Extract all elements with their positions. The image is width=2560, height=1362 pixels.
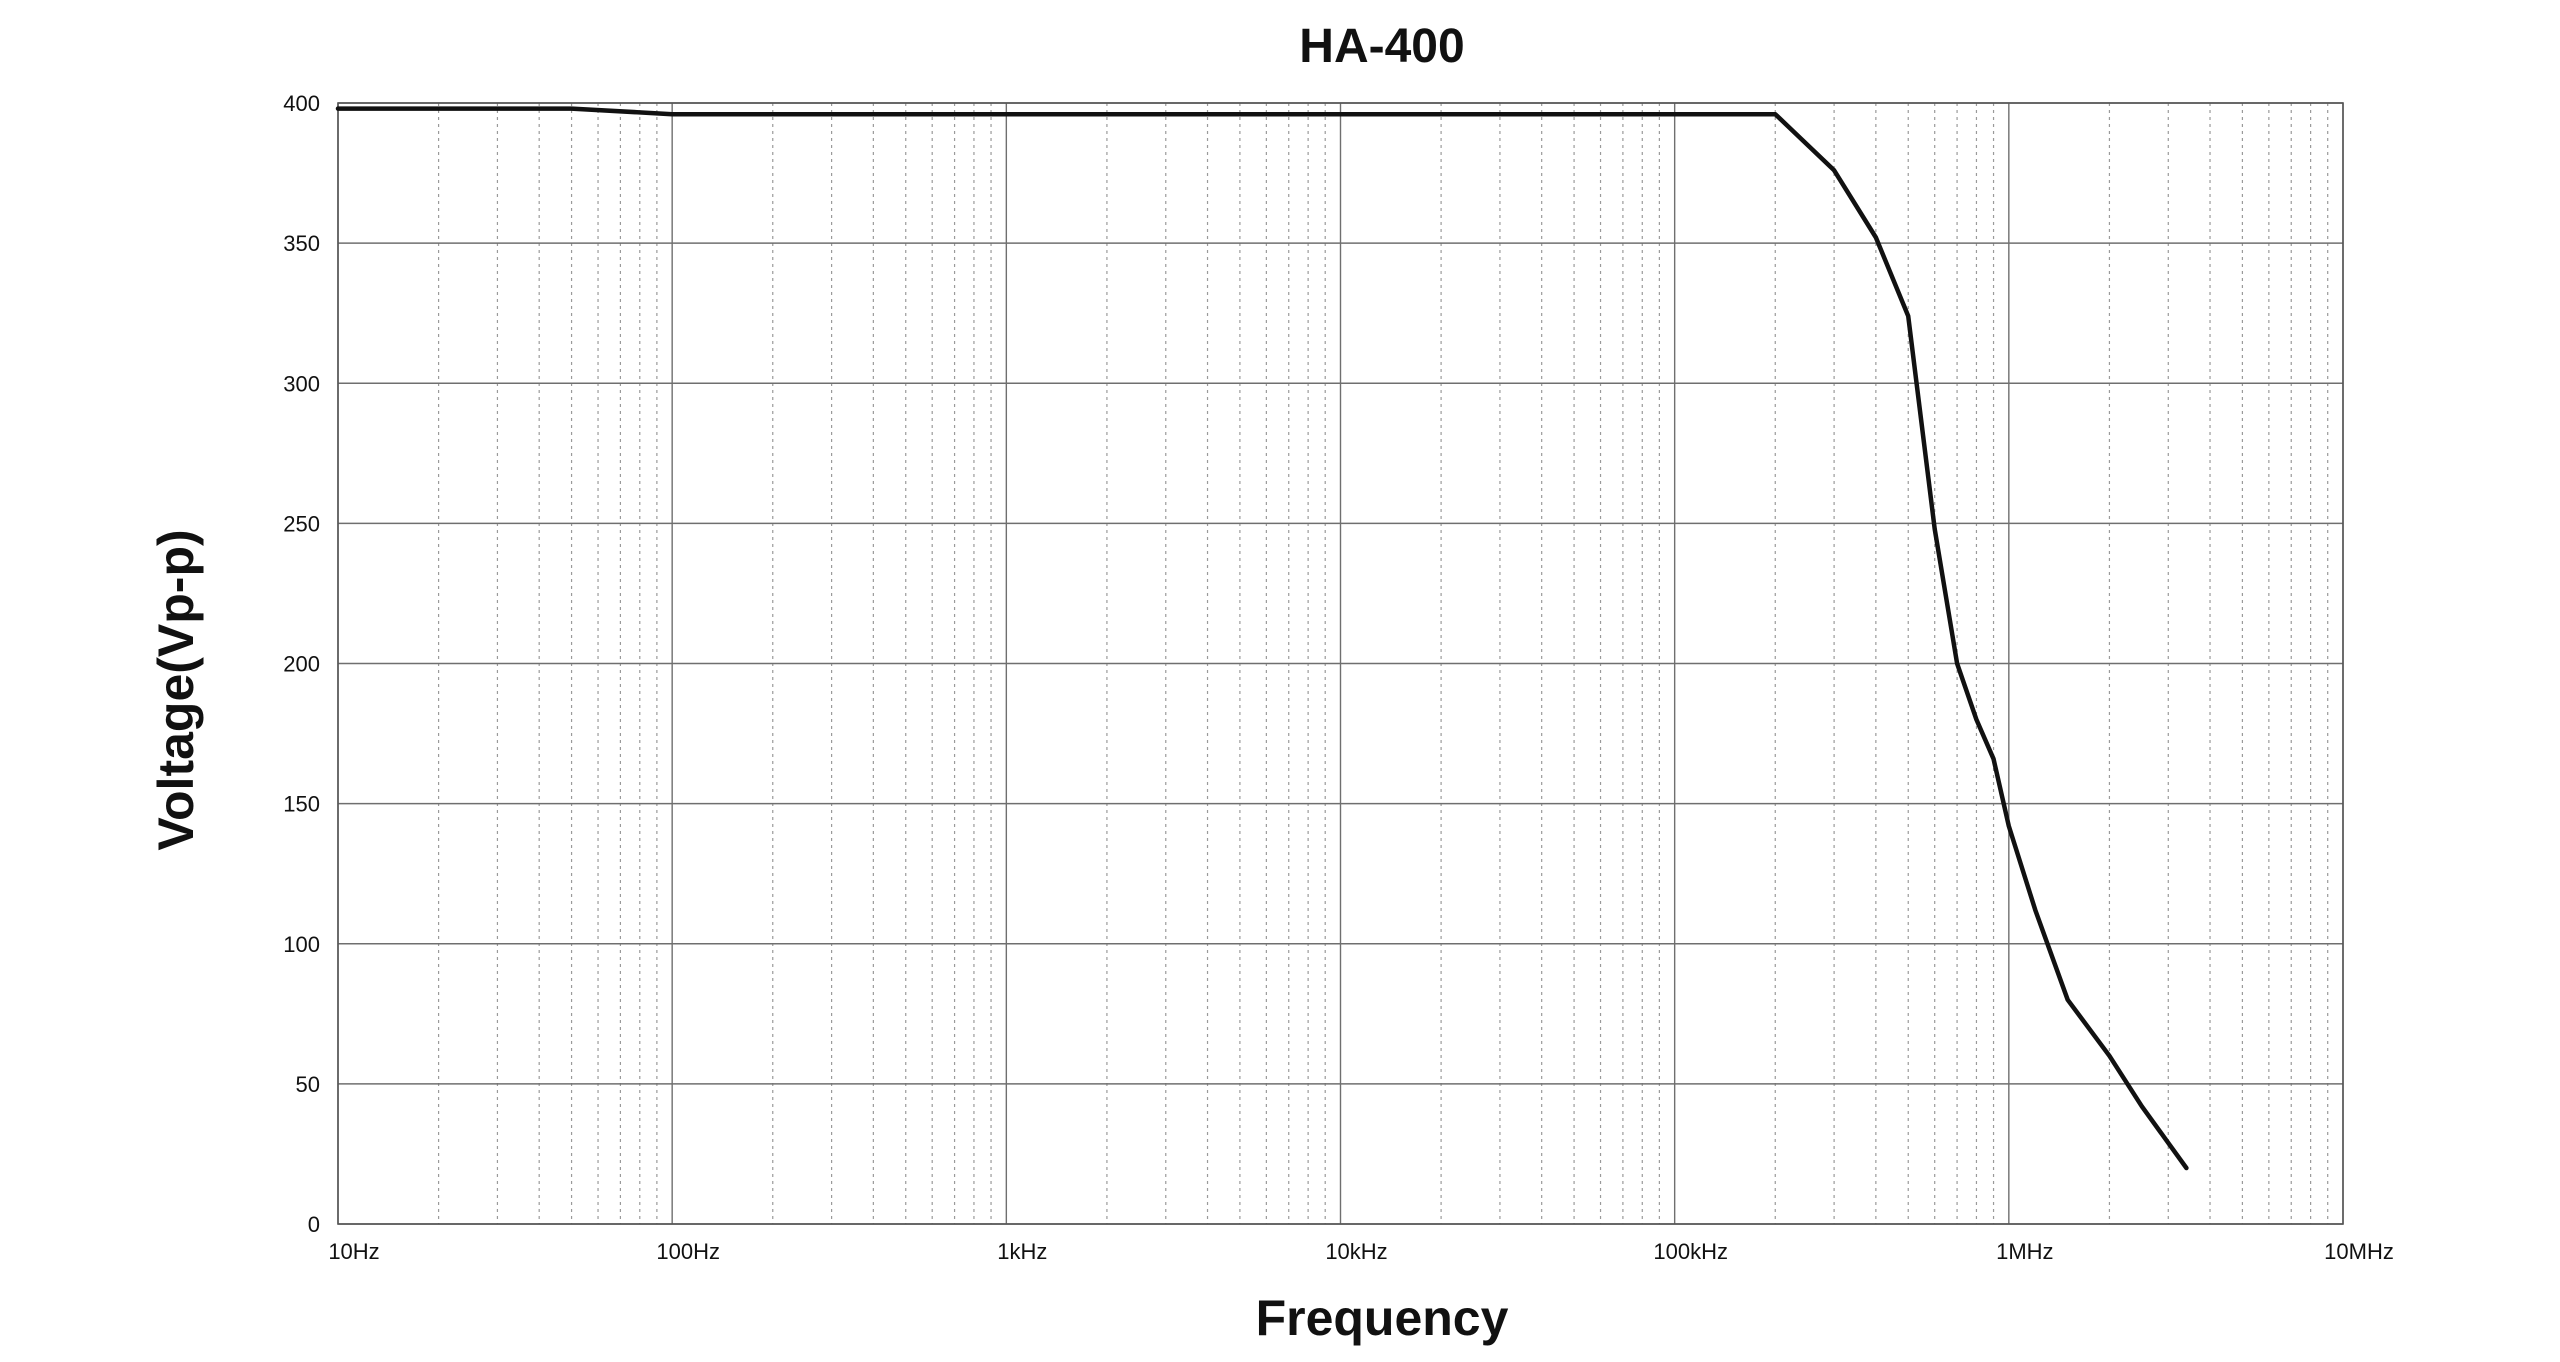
x-tick-label: 10MHz <box>2324 1239 2394 1264</box>
x-tick-label: 1MHz <box>1996 1239 2053 1264</box>
x-axis-label: Frequency <box>1256 1290 1509 1346</box>
y-tick-label: 100 <box>283 932 320 957</box>
x-tick-label: 1kHz <box>997 1239 1047 1264</box>
y-tick-label: 200 <box>283 652 320 677</box>
x-tick-label: 100kHz <box>1653 1239 1728 1264</box>
chart-title: HA-400 <box>1299 20 1464 73</box>
x-tick-label: 10kHz <box>1325 1239 1387 1264</box>
y-tick-label: 150 <box>283 792 320 817</box>
grid <box>337 102 2344 1225</box>
y-tick-label: 0 <box>308 1212 320 1237</box>
y-tick-label: 400 <box>283 91 320 116</box>
y-tick-label: 350 <box>283 231 320 256</box>
x-tick-labels: 10Hz 100Hz 1kHz 10kHz 100kHz 1MHz 10MHz <box>328 1239 2394 1264</box>
x-tick-label: 100Hz <box>656 1239 720 1264</box>
y-tick-label: 50 <box>296 1072 320 1097</box>
series-line <box>335 106 2189 1171</box>
series-layer <box>335 106 2189 1171</box>
y-tick-labels: 0 50 100 150 200 250 300 350 400 <box>283 91 320 1237</box>
y-axis-label: Voltage(Vp-p) <box>148 529 204 850</box>
x-tick-label: 10Hz <box>328 1239 379 1264</box>
y-tick-label: 250 <box>283 511 320 536</box>
y-tick-label: 300 <box>283 371 320 396</box>
plot-frame <box>337 102 2344 1225</box>
